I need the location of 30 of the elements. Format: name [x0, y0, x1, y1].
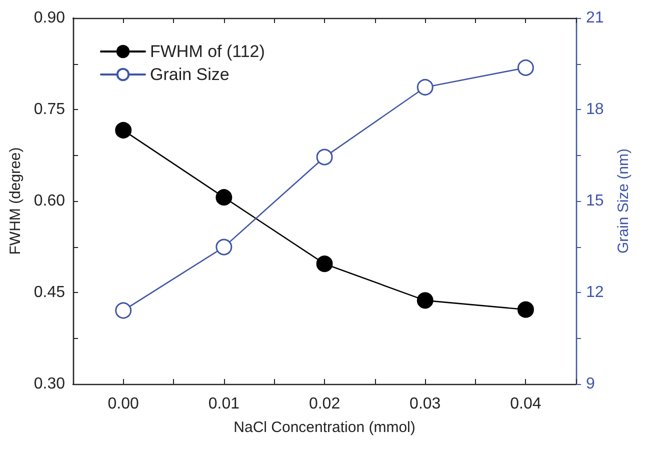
- y-tick-label: 0.45: [34, 284, 66, 301]
- y2-tick-label: 21: [586, 10, 604, 26]
- y2-tick-label: 12: [586, 284, 604, 301]
- point: [517, 301, 534, 318]
- x-tick-label: 0.04: [510, 396, 542, 412]
- y-axis-title: FWHM (degree): [7, 147, 24, 255]
- point: [517, 59, 534, 76]
- y-tick-label: 0.30: [34, 376, 66, 392]
- y2-tick-label: 9: [586, 376, 595, 392]
- x-tick-label: 0.00: [108, 396, 140, 412]
- point: [115, 122, 132, 138]
- y-tick-label: 0.75: [34, 101, 66, 118]
- legend-label: Grain Size: [150, 65, 230, 84]
- point: [216, 238, 232, 256]
- point: [216, 189, 232, 206]
- x-tick-label: 0.01: [208, 396, 240, 412]
- point: [416, 78, 434, 96]
- x-axis-title: NaCl Concentration (mmol): [234, 419, 416, 436]
- y2-tick-label: 15: [586, 192, 604, 210]
- y-tick-label: 0.90: [34, 10, 66, 26]
- legend-label: FWHM of (112): [150, 42, 265, 61]
- y2-axis-title: Grain Size (nm): [615, 148, 632, 254]
- point: [416, 292, 434, 309]
- x-tick-label: 0.03: [410, 396, 441, 412]
- x-tick-label: 0.02: [308, 396, 340, 412]
- point: [316, 256, 333, 272]
- point: [316, 148, 333, 166]
- y2-tick-label: 18: [586, 101, 604, 118]
- point: [115, 302, 132, 319]
- y-tick-label: 0.60: [34, 192, 66, 210]
